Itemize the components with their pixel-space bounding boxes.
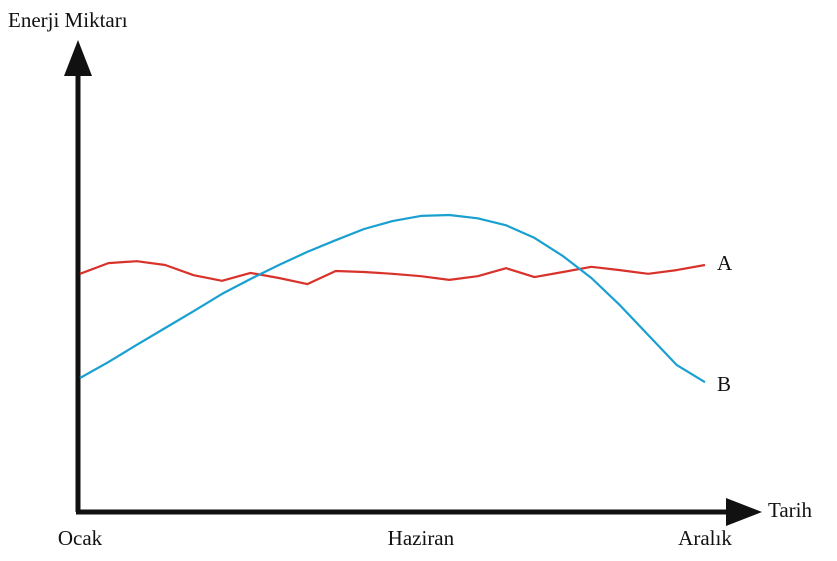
series-label: B (717, 372, 731, 396)
chart: Enerji Miktarı Tarih Ocak Haziran Aralık A B (0, 0, 837, 561)
series-line (80, 261, 705, 284)
x-tick-label: Haziran (388, 526, 455, 550)
y-axis-arrow (64, 40, 92, 76)
x-axis-label: Tarih (768, 498, 813, 522)
y-axis-label: Enerji Miktarı (8, 8, 128, 32)
series-label: A (717, 251, 733, 275)
series-line (80, 215, 705, 382)
page: Enerji Miktarı Tarih Ocak Haziran Aralık A B… (0, 0, 837, 561)
x-tick-label: Aralık (678, 526, 732, 550)
x-tick-label: Ocak (58, 526, 103, 550)
x-axis-arrow (726, 498, 762, 526)
